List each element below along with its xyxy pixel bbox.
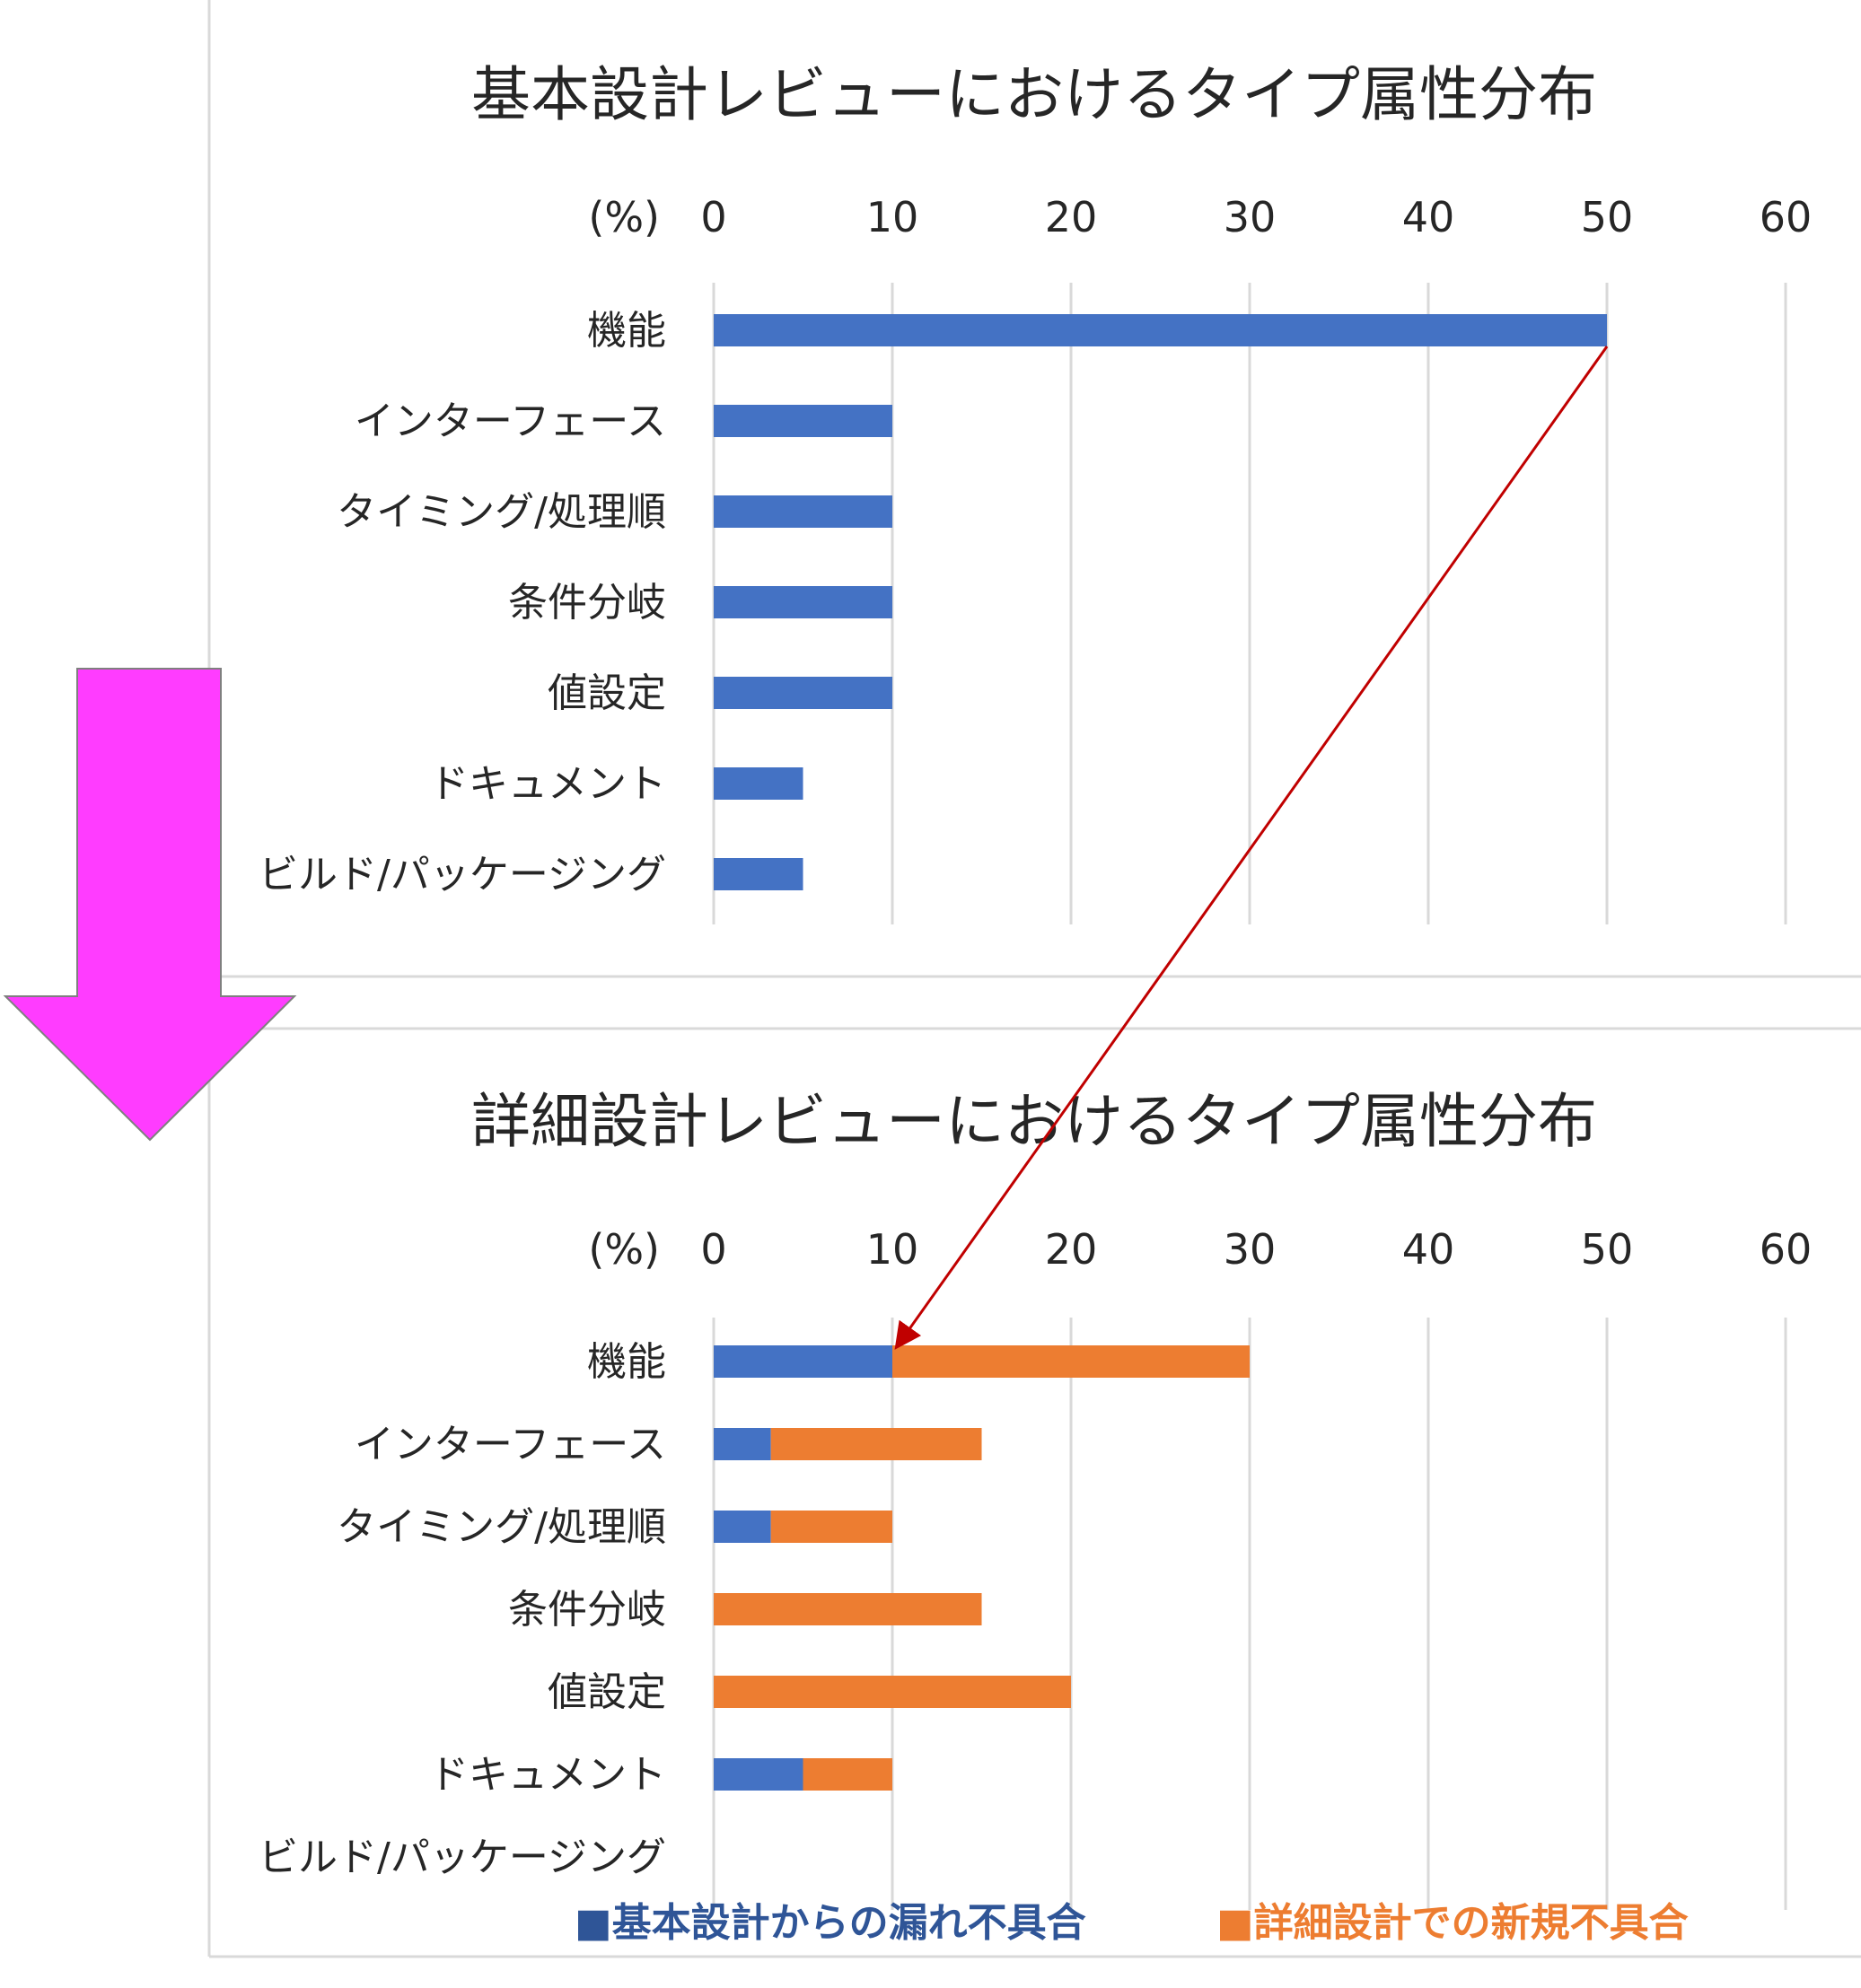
bar-blue	[714, 767, 803, 800]
bar-blue	[714, 1428, 771, 1460]
x-tick-label: 50	[1581, 1225, 1634, 1274]
category-label: インターフェース	[355, 1422, 666, 1467]
x-tick-label: 30	[1224, 1225, 1277, 1274]
x-tick-label: 30	[1224, 193, 1277, 241]
unit-label: (%)	[588, 193, 660, 241]
bar-blue	[714, 1345, 892, 1378]
bar-blue	[714, 586, 892, 618]
x-tick-label: 60	[1760, 1225, 1813, 1274]
connector-arrow	[894, 346, 1609, 1350]
x-tick-label: 20	[1045, 1225, 1098, 1274]
category-label: 条件分岐	[508, 580, 666, 626]
bar-blue	[714, 677, 892, 709]
category-label: ドキュメント	[429, 761, 666, 807]
category-label: 値設定	[548, 670, 666, 716]
bar-blue	[714, 405, 892, 437]
unit-label: (%)	[588, 1225, 660, 1274]
category-label: 値設定	[548, 1669, 666, 1715]
category-label: 機能	[587, 1339, 666, 1385]
bar-blue	[714, 1758, 803, 1791]
down-arrow-icon	[3, 668, 297, 1142]
x-tick-label: 40	[1402, 193, 1455, 241]
bar-blue	[714, 495, 892, 528]
category-label: 条件分岐	[508, 1587, 666, 1633]
x-tick-label: 50	[1581, 193, 1634, 241]
bar-orange	[770, 1428, 982, 1460]
category-label: ドキュメント	[429, 1752, 666, 1798]
category-label: インターフェース	[355, 398, 666, 444]
top-chart: 基本設計レビューにおけるタイプ属性分布 (%) 0 10 20 30 40 50 60 機能インタ…	[259, 60, 1812, 924]
bar-orange	[770, 1511, 892, 1543]
bar-orange	[714, 1676, 1071, 1708]
bar-orange	[714, 1593, 982, 1625]
category-label: タイミング/処理順	[337, 489, 666, 535]
chart-title: 詳細設計レビューにおけるタイプ属性分布	[471, 1087, 1597, 1156]
x-tick-label: 0	[700, 193, 726, 241]
category-label: 機能	[587, 308, 666, 354]
x-tick-label: 20	[1045, 193, 1098, 241]
bar-orange	[803, 1758, 892, 1791]
legend-entry: ■基本設計からの漏れ不具合	[575, 1900, 1086, 1946]
bar-blue	[714, 1511, 771, 1543]
chart-title: 基本設計レビューにおけるタイプ属性分布	[471, 60, 1597, 129]
category-label: ビルド/パッケージング	[259, 852, 666, 898]
bottom-chart-panel	[207, 1027, 1861, 1958]
x-tick-label: 60	[1760, 193, 1813, 241]
x-tick-label: 40	[1402, 1225, 1455, 1274]
category-label: ビルド/パッケージング	[259, 1835, 666, 1880]
category-label: タイミング/処理順	[337, 1504, 666, 1550]
bar-blue	[714, 314, 1607, 346]
bar-blue	[714, 858, 803, 890]
legend-entry: ■詳細設計での新規不具合	[1216, 1900, 1689, 1946]
x-tick-label: 10	[866, 193, 919, 241]
x-tick-label: 10	[866, 1225, 919, 1274]
top-chart-panel	[207, 0, 1861, 978]
x-tick-label: 0	[700, 1225, 726, 1274]
bar-orange	[892, 1345, 1250, 1378]
bottom-chart: 詳細設計レビューにおけるタイプ属性分布 (%) 0 10 20 30 40 50 60 機能インタ…	[259, 1087, 1812, 1946]
